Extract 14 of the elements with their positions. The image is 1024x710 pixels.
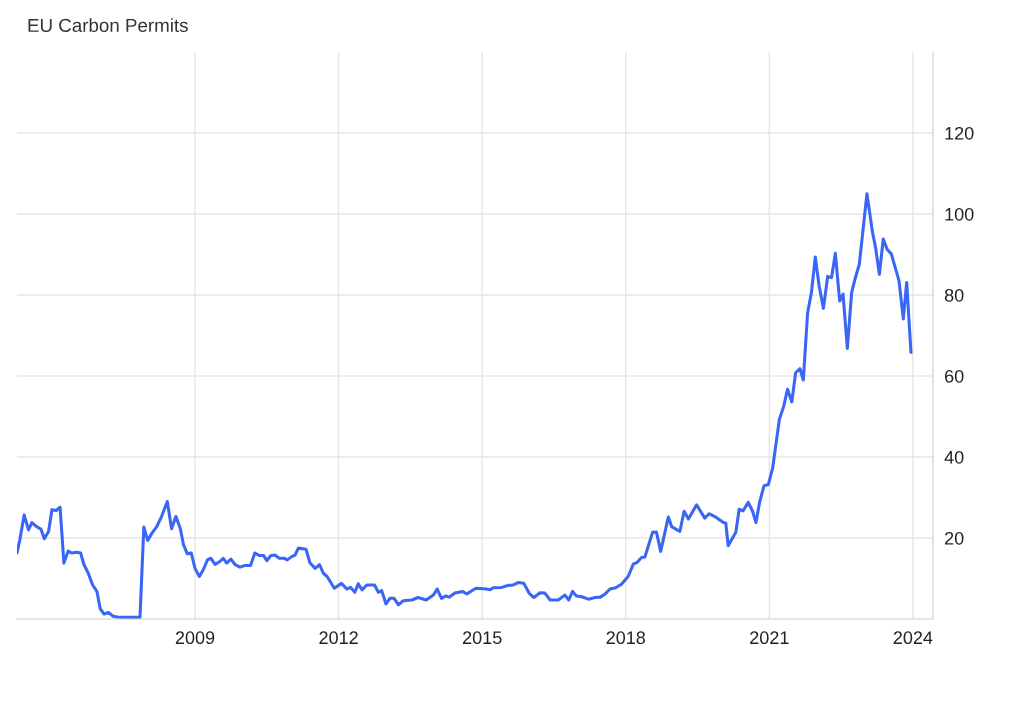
y-tick-label: 100 xyxy=(945,207,974,221)
x-tick-label: 2024 xyxy=(893,631,933,645)
chart-title: EU Carbon Permits xyxy=(28,18,188,33)
y-tick-label: 40 xyxy=(944,450,964,464)
line-series xyxy=(17,192,913,619)
x-tick-label: 2009 xyxy=(175,631,215,645)
y-tick-label: 80 xyxy=(944,288,964,302)
x-tick-label: 2012 xyxy=(319,631,358,645)
y-tick-label: 120 xyxy=(945,126,974,140)
x-tick-label: 2018 xyxy=(606,631,646,645)
x-tick-label: 2021 xyxy=(750,631,789,645)
y-tick-label: 20 xyxy=(945,531,964,545)
y-tick-label: 60 xyxy=(945,369,964,383)
x-tick-label: 2015 xyxy=(463,631,502,645)
